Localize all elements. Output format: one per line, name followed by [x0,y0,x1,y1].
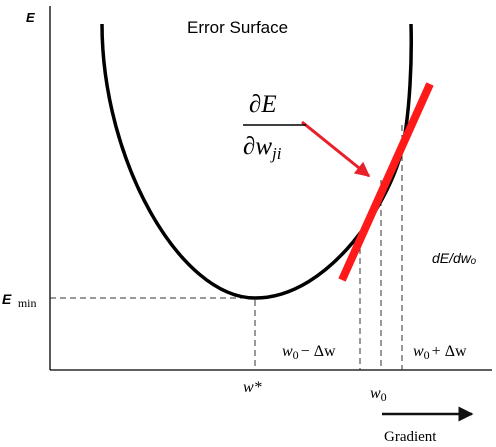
slope-label: dE/dwₒ [432,250,476,266]
y-axis-label: E [26,10,35,25]
right-interval-label: w0 + Δw [413,343,467,362]
pointer-arrow [301,120,371,178]
partial-derivative-label: ∂E ∂wji [243,91,306,163]
derivative-denominator: ∂wji [243,133,282,163]
tangent-line [338,82,434,282]
w0-label: w0 [370,385,387,404]
e-min-label: E min [2,291,37,310]
error-curve [100,23,413,300]
w-star-label: w* [243,379,262,396]
gradient-label: Gradient [384,429,437,445]
diagram-title: Error Surface [187,18,288,37]
dashed-guides [50,125,403,370]
derivative-numerator: ∂E [249,91,277,118]
left-interval-label: w0− Δw [282,343,336,362]
